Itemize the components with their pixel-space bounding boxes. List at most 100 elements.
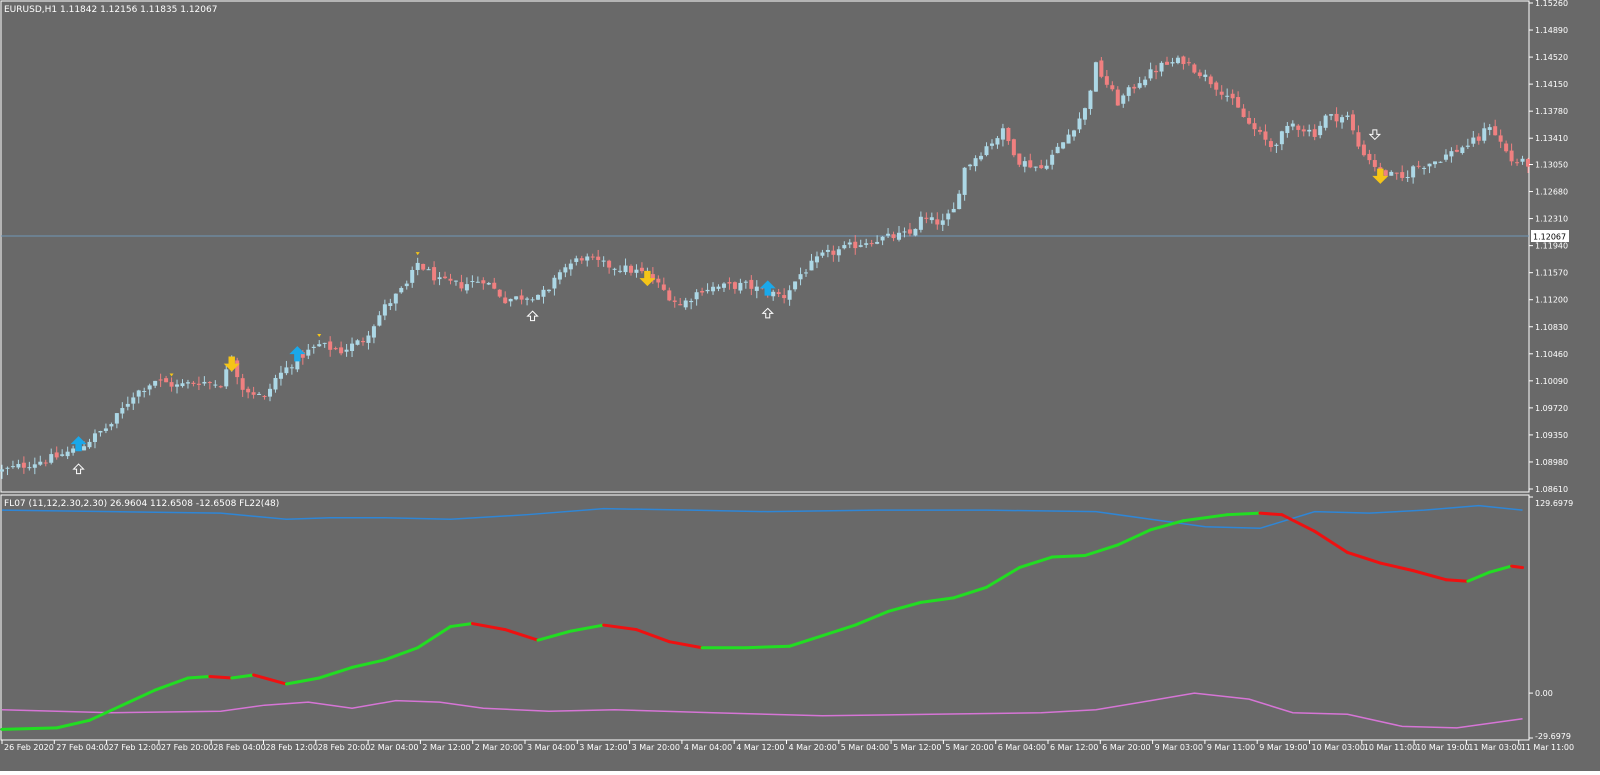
candle-body (306, 349, 311, 356)
candle (1159, 61, 1164, 77)
trend-line-segment (470, 622, 507, 632)
time-tick-label: 9 Mar 11:00 (1207, 743, 1255, 752)
candle-body (1296, 125, 1301, 130)
candle-body (814, 256, 819, 263)
candle (1356, 125, 1361, 150)
candle-body (377, 315, 382, 326)
candle (289, 364, 294, 375)
candle-body (311, 346, 316, 348)
candle-body (1526, 159, 1530, 167)
candle (196, 376, 201, 391)
trend-line-segment (1017, 555, 1054, 570)
candle (1257, 126, 1262, 135)
candle-body (470, 281, 475, 283)
candle (563, 263, 568, 278)
candle-body (557, 272, 562, 280)
candle (404, 280, 409, 290)
candle-body (907, 229, 912, 234)
candle (1394, 172, 1399, 180)
candle (1230, 89, 1235, 105)
candle (1438, 161, 1443, 164)
candle (831, 245, 836, 262)
trend-line-segment (186, 674, 212, 680)
candle-body (1476, 136, 1481, 141)
candle (1268, 138, 1273, 152)
time-tick-label: 27 Feb 12:00 (109, 743, 161, 752)
trend-line-segment (153, 676, 190, 692)
small-signal-marker (169, 373, 174, 377)
candle (557, 269, 562, 285)
candle (1219, 85, 1224, 100)
trend-line-segment (1411, 569, 1448, 582)
candle-body (574, 258, 579, 262)
candle-body (1340, 117, 1345, 123)
candle (393, 293, 398, 311)
candle-body (1017, 153, 1022, 165)
candle-body (508, 298, 513, 302)
candle (847, 239, 852, 249)
candle (962, 166, 967, 201)
candle (464, 277, 469, 294)
candle (371, 324, 376, 344)
candle (246, 386, 251, 399)
candle-body (1181, 56, 1186, 65)
candle-body (1509, 150, 1514, 162)
buy-signal-arrow (289, 346, 306, 362)
trend-line-segment (820, 623, 857, 638)
candle (311, 344, 316, 354)
candle-body (350, 343, 355, 352)
candle (443, 271, 448, 280)
candle-body (147, 385, 152, 390)
candle-body (1416, 165, 1421, 167)
candle-body (32, 464, 37, 468)
candle (175, 379, 180, 394)
trend-line-segment (1346, 550, 1382, 565)
candle (1165, 56, 1170, 65)
candle-body (738, 282, 743, 291)
price-tick-label: 1.10460 (1535, 350, 1568, 359)
candle-body (503, 297, 508, 304)
candle-body (131, 397, 136, 404)
time-tick-label: 2 Mar 12:00 (422, 743, 470, 752)
candle (607, 259, 612, 274)
candle-body (1372, 160, 1377, 167)
candle-body (721, 283, 726, 288)
candle (634, 264, 639, 278)
price-tick-label: 1.14150 (1535, 80, 1568, 89)
candle-body (935, 219, 940, 225)
trend-line-segment (1280, 513, 1317, 533)
candle-body (1405, 177, 1410, 179)
price-panel[interactable]: EURUSD,H1 1.11842 1.12156 1.11835 1.1206… (0, 0, 1530, 493)
candle-body (1307, 129, 1312, 132)
indicator-panel[interactable]: FL07 (11,12,2.30,2.30) 26.9604 112.6508 … (0, 494, 1530, 741)
candle-body (262, 395, 267, 397)
candles-layer (0, 55, 1530, 479)
candle-body (1104, 76, 1109, 85)
candle (1422, 166, 1427, 175)
candle (732, 281, 737, 294)
candle-body (1279, 131, 1284, 145)
candle (858, 239, 863, 248)
time-tick-label: 5 Mar 04:00 (841, 743, 889, 752)
candle-body (1230, 93, 1235, 99)
candle (683, 297, 688, 310)
candle (864, 238, 869, 248)
candle (1312, 124, 1317, 141)
trend-line-segment (284, 676, 321, 686)
candle (568, 259, 573, 276)
current-price-box (1531, 230, 1569, 242)
candle-body (136, 390, 141, 397)
candle (886, 228, 891, 238)
candle (596, 249, 601, 268)
candle (1416, 160, 1421, 169)
candle (1307, 124, 1312, 137)
candle-body (1082, 108, 1087, 120)
price-tick-label: 1.14890 (1535, 26, 1568, 35)
candle-body (207, 382, 212, 384)
candle-body (1383, 170, 1388, 176)
small-signal-marker (317, 334, 322, 338)
candle (1126, 85, 1131, 102)
candle (1296, 124, 1301, 138)
